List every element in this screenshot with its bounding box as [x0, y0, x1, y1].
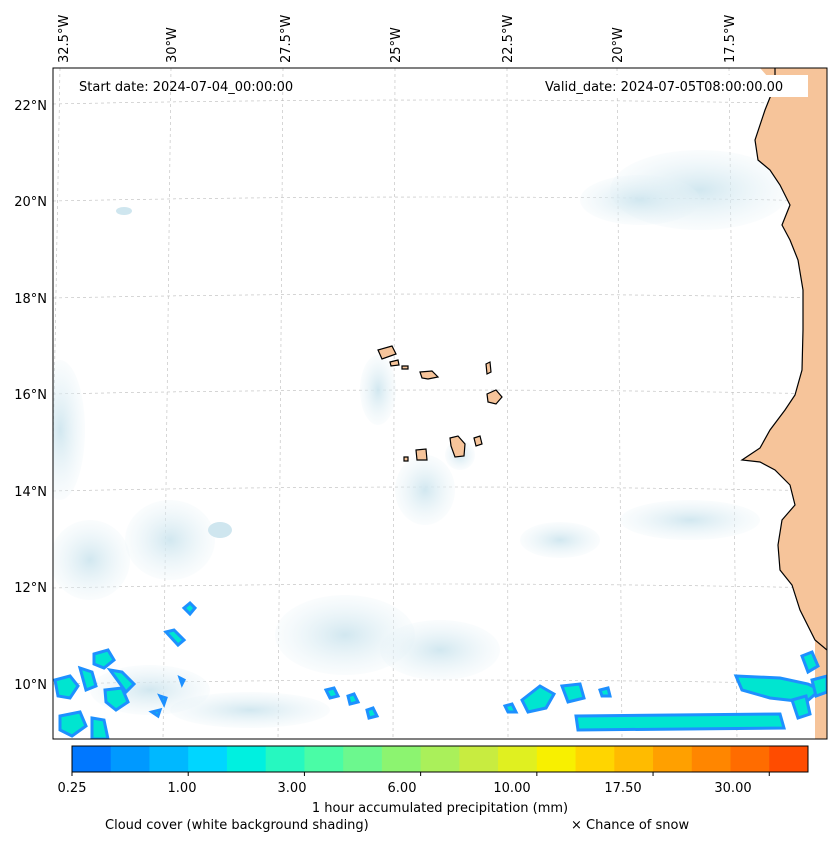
colorbar-tick-10-00: 10.00	[493, 781, 531, 796]
colorbar-tick-17-50: 17.50	[604, 781, 642, 796]
cloud-cover-shading	[53, 150, 790, 728]
lon-label-22-5w: 22.5°W	[501, 15, 516, 63]
colorbar-segment	[343, 746, 383, 772]
valid-date-label: Valid_date: 2024-07-05T08:00:00.00	[545, 80, 783, 95]
colorbar-tick-30-00: 30.00	[714, 781, 752, 796]
lat-label-12n: 12°N	[14, 581, 47, 596]
lat-label-22n: 22°N	[14, 99, 47, 114]
colorbar-segment	[304, 746, 344, 772]
cape-verde-islands	[377, 345, 503, 462]
colorbar-segment	[72, 746, 112, 772]
colorbar-segment	[265, 746, 305, 772]
colorbar-tick-1-00: 1.00	[167, 781, 197, 796]
lon-label-32-5w: 32.5°W	[57, 15, 72, 63]
colorbar-segment	[498, 746, 538, 772]
colorbar-segment	[381, 746, 422, 772]
lat-label-18n: 18°N	[14, 292, 47, 307]
colorbar-segment	[769, 746, 809, 772]
colorbar-segment	[149, 746, 189, 772]
colorbar-segment	[730, 746, 770, 772]
lon-label-17-5w: 17.5°W	[723, 15, 738, 63]
snow-chance-note: × Chance of snow	[571, 818, 690, 833]
lat-label-20n: 20°N	[14, 195, 47, 210]
map-frame	[52, 67, 828, 740]
west-africa-land	[742, 68, 827, 739]
colorbar-segment	[226, 746, 267, 772]
lon-label-30w: 30°W	[165, 27, 180, 63]
valid-date-box	[540, 75, 808, 97]
lon-label-25w: 25°W	[389, 27, 404, 63]
latitude-labels: 22°N 20°N 18°N 16°N 14°N 12°N 10°N	[14, 99, 47, 693]
lon-label-27-5w: 27.5°W	[279, 15, 294, 63]
colorbar-segment	[575, 746, 615, 772]
start-date-label: Start date: 2024-07-04_00:00:00	[79, 80, 293, 95]
colorbar-segment	[653, 746, 693, 772]
colorbar-segment	[691, 746, 732, 772]
colorbar	[72, 746, 809, 772]
colorbar-tick-3-00: 3.00	[277, 781, 307, 796]
lon-label-20w: 20°W	[611, 27, 626, 63]
colorbar-segment	[459, 746, 499, 772]
coastline	[740, 68, 827, 651]
precipitation-overlay	[53, 600, 827, 739]
lat-label-14n: 14°N	[14, 485, 47, 500]
longitude-labels: 32.5°W 30°W 27.5°W 25°W 22.5°W 20°W 17.5…	[57, 15, 738, 63]
colorbar-segment	[536, 746, 577, 772]
colorbar-tick-6-00: 6.00	[387, 781, 417, 796]
colorbar-ticks	[71, 772, 770, 776]
lat-label-10n: 10°N	[14, 678, 47, 693]
colorbar-segment	[614, 746, 654, 772]
colorbar-segment	[420, 746, 460, 772]
colorbar-tick-0-25: 0.25	[57, 781, 87, 796]
cloud-cover-note: Cloud cover (white background shading)	[105, 818, 369, 833]
lat-label-16n: 16°N	[14, 388, 47, 403]
colorbar-title: 1 hour accumulated precipitation (mm)	[311, 801, 569, 816]
colorbar-frame	[71, 745, 809, 773]
colorbar-segment	[110, 746, 150, 772]
colorbar-segment	[188, 746, 228, 772]
